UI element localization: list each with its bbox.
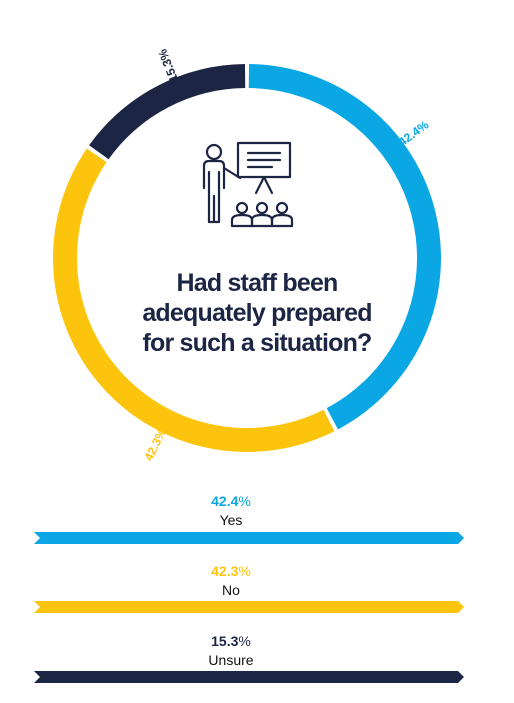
legend-unsure-bar	[34, 671, 464, 683]
donut-slice-yes	[248, 64, 441, 430]
legend-yes-label: Yes	[219, 512, 243, 528]
donut-slice-no	[53, 148, 335, 452]
legend-unsure-label: Unsure	[208, 652, 254, 668]
survey-question: Had staff been adequately prepared for s…	[107, 268, 407, 358]
presenter-with-audience-icon	[202, 141, 294, 228]
donut-chart: 42.4% 42.3% 15.3%	[53, 47, 441, 463]
legend-unsure-value: 15.3%	[211, 633, 251, 649]
legend-yes-bar	[34, 532, 464, 544]
legend-no-bar	[34, 601, 464, 613]
legend-no-value: 42.3%	[211, 563, 251, 579]
legend-no-label: No	[222, 582, 240, 598]
question-line-3: for such a situation?	[142, 329, 372, 357]
donut-label-unsure: 15.3%	[155, 47, 181, 84]
donut-label-no: 42.3%	[142, 426, 170, 463]
donut-slice-unsure	[89, 64, 246, 160]
question-line-1: Had staff been	[176, 269, 338, 297]
legend-yes-value: 42.4%	[211, 493, 251, 509]
donut-slice-labels: 42.4% 42.3% 15.3%	[142, 47, 432, 463]
donut-label-yes: 42.4%	[396, 117, 432, 149]
question-line-2: adequately prepared	[142, 299, 372, 327]
donut-slices	[53, 64, 441, 452]
